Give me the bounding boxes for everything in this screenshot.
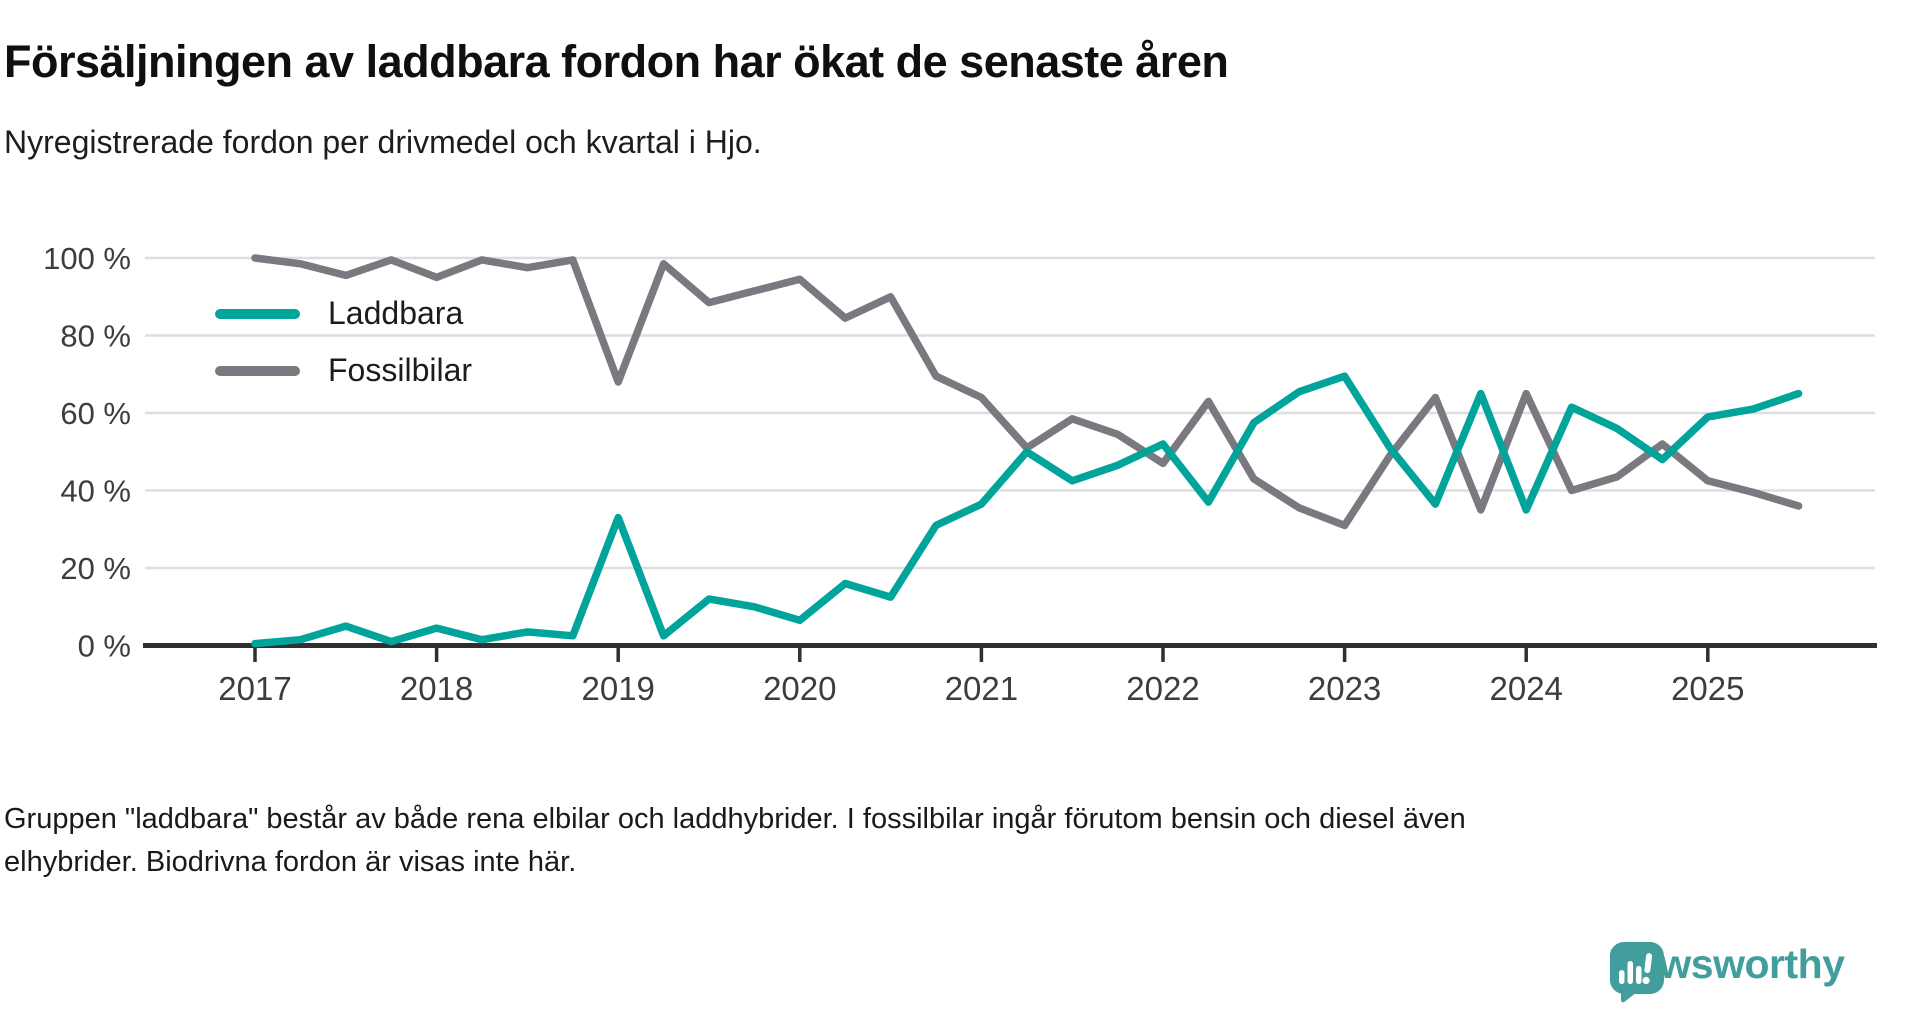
y-axis-tick-label: 40 %	[60, 474, 131, 509]
legend-label: Fossilbilar	[328, 352, 473, 388]
footnote-line: Gruppen "laddbara" består av både rena e…	[4, 803, 1466, 835]
x-axis-tick-label: 2019	[581, 670, 654, 707]
legend-label: Laddbara	[328, 295, 464, 331]
laddbara-swatch-icon	[215, 308, 300, 319]
y-axis-tick-label: 0 %	[78, 629, 131, 664]
x-axis-tick-label: 2024	[1489, 670, 1562, 707]
x-axis-tick-label: 2025	[1671, 670, 1744, 707]
footnote-line: elhybrider. Biodrivna fordon är visas in…	[4, 846, 577, 878]
x-axis-tick-label: 2018	[400, 670, 473, 707]
x-axis-tick-label: 2020	[763, 670, 836, 707]
y-axis-tick-label: 60 %	[60, 396, 131, 431]
newsworthy-logo-icon	[1610, 942, 1664, 1003]
page-title: Försäljningen av laddbara fordon har öka…	[4, 36, 1229, 88]
x-axis-tick-label: 2021	[945, 670, 1018, 707]
x-axis-tick-label: 2017	[218, 670, 291, 707]
legend-item-fossilbilar: Fossilbilar	[215, 342, 472, 399]
chart-subtitle: Nyregistrerade fordon per drivmedel och …	[4, 124, 762, 160]
chart-footnote: Gruppen "laddbara" består av både rena e…	[4, 798, 1544, 884]
x-axis-tick-label: 2022	[1126, 670, 1199, 707]
series-line-laddbara	[251, 372, 1803, 648]
fossilbilar-swatch-icon	[215, 365, 300, 376]
series-line-fossilbilar	[251, 254, 1803, 530]
chart-legend: Laddbara Fossilbilar	[215, 285, 472, 399]
x-axis-tick-label: 2023	[1308, 670, 1381, 707]
y-axis-tick-label: 20 %	[60, 551, 131, 586]
y-axis-tick-label: 80 %	[60, 319, 131, 354]
newsworthy-brand: Newsworthy	[1608, 941, 1845, 1003]
y-axis-tick-label: 100 %	[43, 241, 131, 276]
legend-item-laddbara: Laddbara	[215, 285, 472, 342]
